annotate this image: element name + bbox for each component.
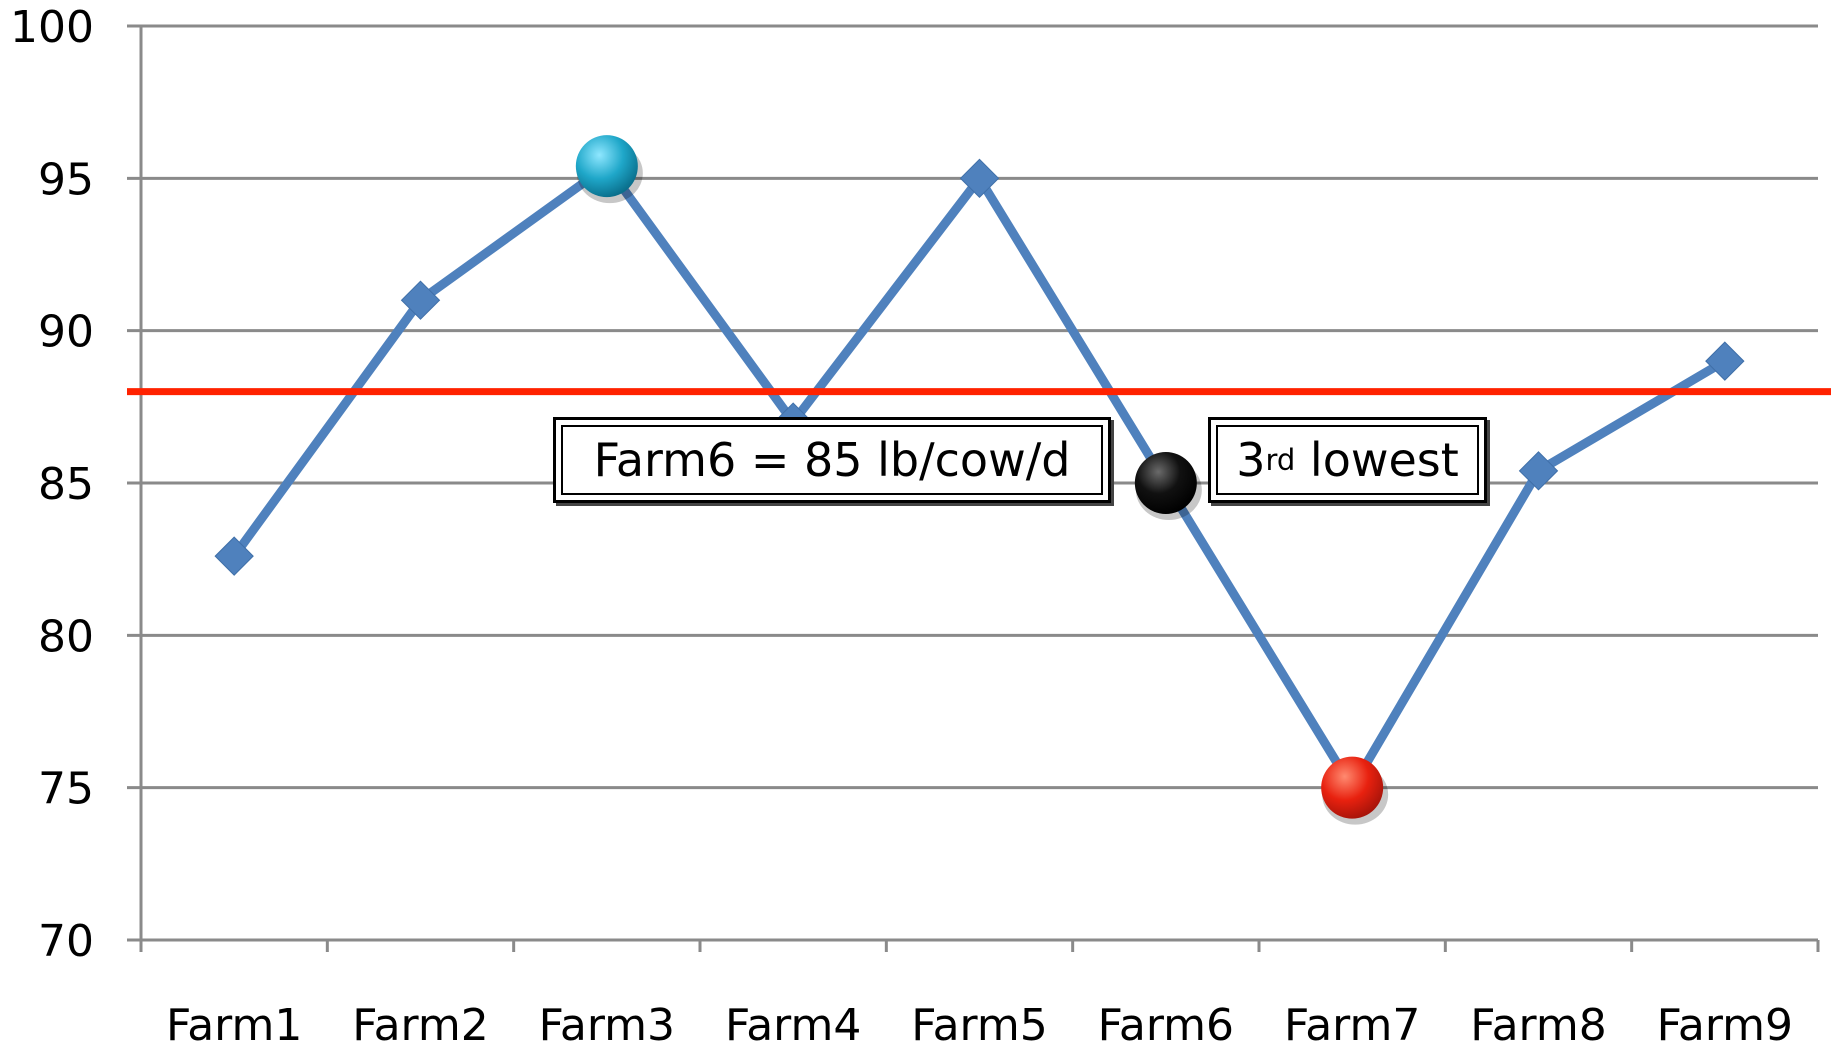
x-tick-label-farm4: Farm4 <box>725 1000 861 1048</box>
highlight-marker-farm6 <box>1134 452 1197 514</box>
x-tick-label-farm5: Farm5 <box>911 1000 1047 1048</box>
y-tick-label-75: 75 <box>38 764 94 815</box>
axes <box>139 26 1820 952</box>
farm6-value-text: Farm6 = 85 lb/cow/d <box>561 425 1103 495</box>
diamond-marker-farm5 <box>959 158 1000 199</box>
data-markers <box>214 135 1745 825</box>
x-tick-label-farm1: Farm1 <box>166 1000 302 1048</box>
diamond-marker-farm8 <box>1518 451 1559 491</box>
rank-word: lowest <box>1295 433 1459 487</box>
x-tick-label-farm2: Farm2 <box>352 1000 488 1048</box>
diamond-marker-farm1 <box>214 536 254 576</box>
y-tick-label-95: 95 <box>38 154 94 205</box>
x-tick-label-farm3: Farm3 <box>539 1000 675 1048</box>
x-tick-label-farm8: Farm8 <box>1470 1000 1606 1048</box>
x-tick-label-farm9: Farm9 <box>1657 1000 1793 1048</box>
y-tick-label-70: 70 <box>38 916 94 967</box>
x-tick-label-farm6: Farm6 <box>1098 1000 1234 1048</box>
y-tick-label-80: 80 <box>38 611 94 662</box>
highlight-marker-farm3 <box>575 135 638 198</box>
x-tick-label-farm7: Farm7 <box>1284 1000 1420 1048</box>
highlight-marker-farm7 <box>1321 756 1384 819</box>
y-tick-label-100: 100 <box>10 2 94 53</box>
y-tick-label-90: 90 <box>38 307 94 358</box>
tick-labels: 70 75 80 85 90 95 100 Farm1 Farm2 Farm3 Farm4 Farm5… <box>10 2 1793 1048</box>
y-tick-label-85: 85 <box>38 459 94 510</box>
diamond-marker-farm9 <box>1705 341 1745 381</box>
farm6-value-callout: Farm6 = 85 lb/cow/d <box>553 417 1111 503</box>
diamond-marker-farm2 <box>400 280 441 320</box>
rank-number: 3 <box>1236 433 1266 487</box>
